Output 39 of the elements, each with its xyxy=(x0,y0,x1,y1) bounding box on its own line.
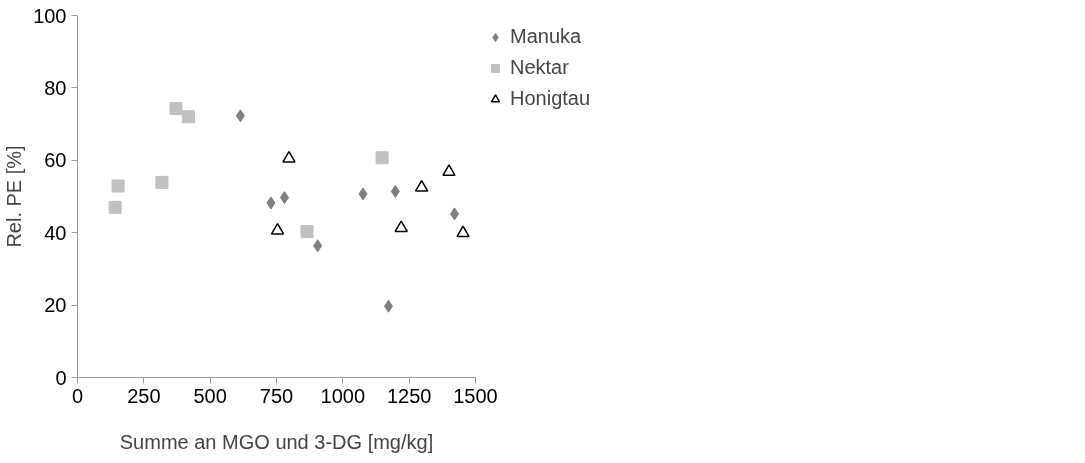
point xyxy=(279,191,289,205)
legend-label: Honigtau xyxy=(510,87,591,110)
point xyxy=(394,220,408,233)
y-tick-label: 20 xyxy=(44,294,67,317)
legend-label: Nektar xyxy=(510,56,569,79)
point xyxy=(383,299,393,313)
x-tick-label: 750 xyxy=(259,384,294,407)
point xyxy=(181,110,195,124)
point xyxy=(390,184,400,198)
point xyxy=(450,207,460,221)
y-axis-title: Rel. PE [%] xyxy=(3,145,26,248)
y-tick-label: 100 xyxy=(33,4,67,27)
x-tick-label: 1250 xyxy=(386,384,432,407)
point xyxy=(375,151,389,165)
point xyxy=(414,179,429,192)
y-tick-label: 60 xyxy=(44,149,67,172)
point xyxy=(235,109,245,123)
point xyxy=(169,102,183,116)
point xyxy=(155,175,169,189)
point xyxy=(270,222,285,235)
x-tick-label: 0 xyxy=(71,384,84,407)
point xyxy=(456,225,470,238)
y-tick-label: 40 xyxy=(44,221,67,244)
point xyxy=(313,239,323,253)
x-tick-label: 250 xyxy=(127,384,161,407)
point xyxy=(111,179,125,193)
point xyxy=(282,150,296,163)
point xyxy=(266,196,276,210)
point xyxy=(108,200,122,214)
x-tick-label: 1000 xyxy=(320,384,366,407)
y-tick-label: 0 xyxy=(55,366,67,389)
x-axis-title: Summe an MGO und 3-DG [mg/kg] xyxy=(119,430,434,453)
x-tick-label: 500 xyxy=(193,384,227,407)
legend-label: Manuka xyxy=(510,25,582,48)
x-tick-label: 1500 xyxy=(453,384,498,407)
point xyxy=(300,225,314,239)
y-tick-label: 80 xyxy=(44,76,67,99)
point xyxy=(442,164,456,177)
point xyxy=(358,187,368,201)
